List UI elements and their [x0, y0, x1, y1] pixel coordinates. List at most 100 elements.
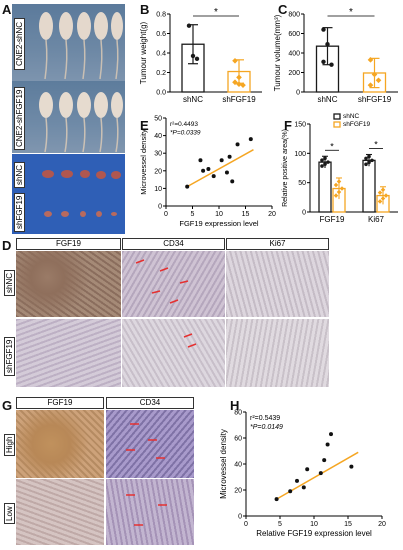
bar: [318, 161, 332, 213]
x-axis-label: FGF19 expression level: [179, 219, 259, 228]
data-point: [318, 471, 323, 476]
y-tick-label: 50: [298, 180, 306, 187]
row-label-g-high: High: [4, 433, 15, 456]
y-tick-label: 800: [288, 12, 300, 19]
row-label-d-shfgf19: shFGF19: [4, 336, 15, 376]
panel-label-c: C: [278, 2, 288, 17]
ihc-g-cd34-high: [106, 410, 194, 478]
y-tick-label: 80: [234, 410, 242, 417]
tumor-photo: shNC shFGF19: [12, 154, 125, 234]
row-label-shnc: shNC: [14, 161, 25, 188]
data-point: [333, 182, 339, 188]
y-tick-label: 0.6: [156, 31, 166, 38]
x-tick-label: shNC: [317, 95, 337, 104]
mice-silhouettes: [39, 12, 123, 80]
chart-b: 0.0 0.2 0.4 0.6 0.8 shNC shFGF19 * Tumour weight…: [139, 8, 262, 104]
y-axis-label: Microvessel density: [139, 129, 148, 195]
ihc-fgf19-shnc: [16, 251, 121, 317]
data-point: [364, 156, 368, 161]
y-tick-label: 100: [294, 151, 306, 158]
data-point: [367, 154, 371, 159]
col-header-g-cd34: CD34: [106, 397, 194, 409]
y-tick-label: 0.8: [156, 12, 166, 19]
x-tick-label: 20: [378, 521, 386, 528]
data-point: [232, 79, 238, 86]
data-point: [236, 81, 242, 88]
data-point: [349, 464, 354, 469]
x-tick-label: 15: [344, 521, 352, 528]
x-tick-label: FGF19: [320, 215, 345, 224]
data-point: [329, 62, 334, 67]
red-arrows: [126, 423, 165, 459]
y-tick-label: 10: [154, 186, 162, 193]
data-point: [235, 142, 240, 147]
panel-label-d: D: [2, 238, 12, 253]
data-point: [227, 154, 232, 159]
panel-label-e: E: [140, 118, 149, 133]
panel-label-b: B: [140, 2, 150, 17]
data-point: [367, 160, 371, 165]
data-point: [274, 497, 279, 502]
data-point: [325, 442, 330, 447]
y-tick-label: 0: [158, 204, 162, 211]
data-point: [190, 53, 196, 59]
significance-star: *: [349, 8, 353, 18]
legend-swatch: [333, 113, 341, 120]
annotation-p: *P=0.0339: [170, 130, 201, 137]
y-axis-label: Microvessel density: [219, 429, 228, 499]
data-point: [194, 56, 200, 62]
significance-star: *: [214, 8, 218, 18]
data-point: [224, 170, 229, 175]
data-point: [236, 74, 242, 81]
data-point: [323, 156, 327, 161]
y-tick-label: 20: [154, 168, 162, 175]
y-tick-label: 400: [288, 51, 300, 58]
row-label-cne2-shnc: CNE2-shNC: [14, 17, 25, 70]
data-point: [380, 187, 386, 192]
data-point: [198, 158, 203, 163]
data-point: [185, 184, 190, 189]
data-point: [288, 489, 293, 494]
panel-label-a: A: [2, 2, 12, 17]
y-tick-label: 0.4: [156, 51, 166, 58]
data-point: [367, 82, 374, 89]
panel-label-g: G: [2, 398, 13, 413]
legend-label: shNC: [343, 113, 360, 120]
x-tick-label: 15: [242, 211, 250, 218]
x-tick-label: 10: [215, 211, 223, 218]
x-tick-label: 5: [191, 211, 195, 218]
ihc-ki67-shnc: [226, 251, 329, 317]
y-tick-label: 40: [154, 133, 162, 140]
x-tick-label: 0: [164, 211, 168, 218]
row-label-g-low: Low: [4, 503, 15, 524]
data-point: [377, 190, 383, 195]
annotation-r2: r²=0.5439: [250, 415, 280, 422]
y-axis-label: Tumour weight(g): [139, 21, 148, 84]
data-point: [230, 179, 235, 184]
x-tick-label: shFGF19: [358, 95, 392, 104]
data-point: [370, 158, 374, 163]
data-point: [371, 71, 378, 78]
y-axis-label: Tumour volume(mm³): [273, 14, 282, 91]
data-point: [320, 158, 324, 162]
chart-c: 0 200 400 600 800 shNC shFGF19 * Tumour volume(m…: [273, 8, 398, 104]
ihc-cd34-shfgf19: [122, 319, 225, 387]
data-point: [321, 59, 326, 64]
data-point: [323, 162, 327, 166]
mice-photo-shnc: CNE2-shNC: [12, 4, 125, 81]
ihc-ki67-shfgf19: [226, 319, 329, 387]
col-header-g-fgf19: FGF19: [16, 397, 104, 409]
red-arrows: [183, 333, 197, 348]
col-header-ki67: Ki67: [226, 238, 329, 250]
y-tick-label: 60: [234, 436, 242, 443]
data-point: [240, 82, 246, 89]
panel-label-f: F: [284, 118, 292, 133]
col-header-cd34: CD34: [122, 238, 225, 250]
y-tick-label: 20: [234, 488, 242, 495]
y-tick-label: 40: [234, 462, 242, 469]
data-point: [295, 478, 299, 483]
row-label-shfgf19: shFGF19: [14, 192, 25, 232]
ihc-fgf19-shfgf19: [16, 319, 121, 387]
x-tick-label: Ki67: [368, 215, 385, 224]
